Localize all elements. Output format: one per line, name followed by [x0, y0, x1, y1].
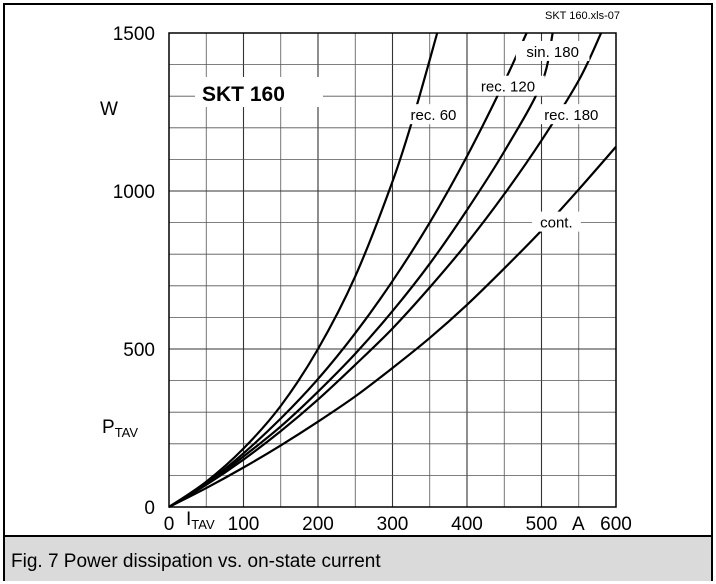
curve-label: sin. 180 — [515, 40, 590, 61]
y-axis-subscript: TAV — [115, 425, 139, 440]
x-tick-label: 300 — [377, 514, 409, 535]
series-line-rec-60 — [168, 32, 439, 508]
curve-label: rec. 120 — [471, 75, 545, 96]
curve-labels: rec. 60 rec. 120 sin. 180 rec. 180 cont. — [400, 40, 609, 232]
curve-label-text: rec. 120 — [481, 79, 535, 96]
curve-label-text: sin. 180 — [526, 44, 579, 61]
series-line-rec-180 — [168, 32, 603, 508]
y-axis-symbol: P — [102, 417, 115, 438]
device-label-box — [195, 77, 323, 107]
tick-labels: 0 500 1000 1500 0 100 200 300 400 500 600 — [113, 24, 632, 535]
x-tick-label: 200 — [302, 514, 334, 535]
curve-label-bg — [534, 104, 609, 125]
x-tick-label: 100 — [228, 514, 260, 535]
curve-label-bg — [515, 40, 590, 61]
curve-label: rec. 60 — [400, 104, 467, 125]
y-tick-label: 1000 — [113, 182, 155, 203]
figure-frame: 0 500 1000 1500 0 100 200 300 400 500 600 rec. 60 r… — [3, 3, 713, 581]
x-tick-label: 0 — [164, 514, 175, 535]
x-unit-label: A — [572, 514, 585, 535]
series-line-sin-180 — [168, 32, 554, 508]
y-tick-label: 500 — [123, 340, 155, 361]
curve-label-text: rec. 60 — [411, 107, 457, 124]
curve-label-bg — [400, 104, 467, 125]
figure-caption: Fig. 7 Power dissipation vs. on-state cu… — [11, 551, 381, 572]
x-axis-label: ITAV — [186, 509, 215, 532]
file-tag: SKT 160.xls-07 — [545, 10, 620, 22]
x-tick-label: 600 — [600, 514, 632, 535]
curve-label: rec. 180 — [534, 104, 609, 125]
y-unit-label: W — [100, 99, 118, 120]
curve-label-bg — [471, 75, 545, 96]
curve-label-text: rec. 180 — [544, 107, 598, 124]
series-lines — [168, 32, 617, 508]
curve-label-bg — [531, 211, 581, 232]
plot-border — [168, 32, 617, 508]
x-axis-symbol: I — [186, 509, 191, 530]
curve-label: cont. — [531, 211, 581, 232]
y-axis-label: PTAV — [102, 417, 138, 440]
y-tick-label: 1500 — [113, 24, 155, 45]
caption-bar: Fig. 7 Power dissipation vs. on-state cu… — [5, 535, 711, 581]
device-label: SKT 160 — [202, 83, 285, 106]
y-tick-label: 0 — [144, 498, 155, 519]
x-axis-subscript: TAV — [191, 517, 215, 532]
series-line-rec-120 — [168, 32, 528, 508]
x-tick-label: 400 — [451, 514, 483, 535]
curve-label-text: cont. — [540, 215, 573, 232]
x-tick-label: 500 — [526, 514, 558, 535]
